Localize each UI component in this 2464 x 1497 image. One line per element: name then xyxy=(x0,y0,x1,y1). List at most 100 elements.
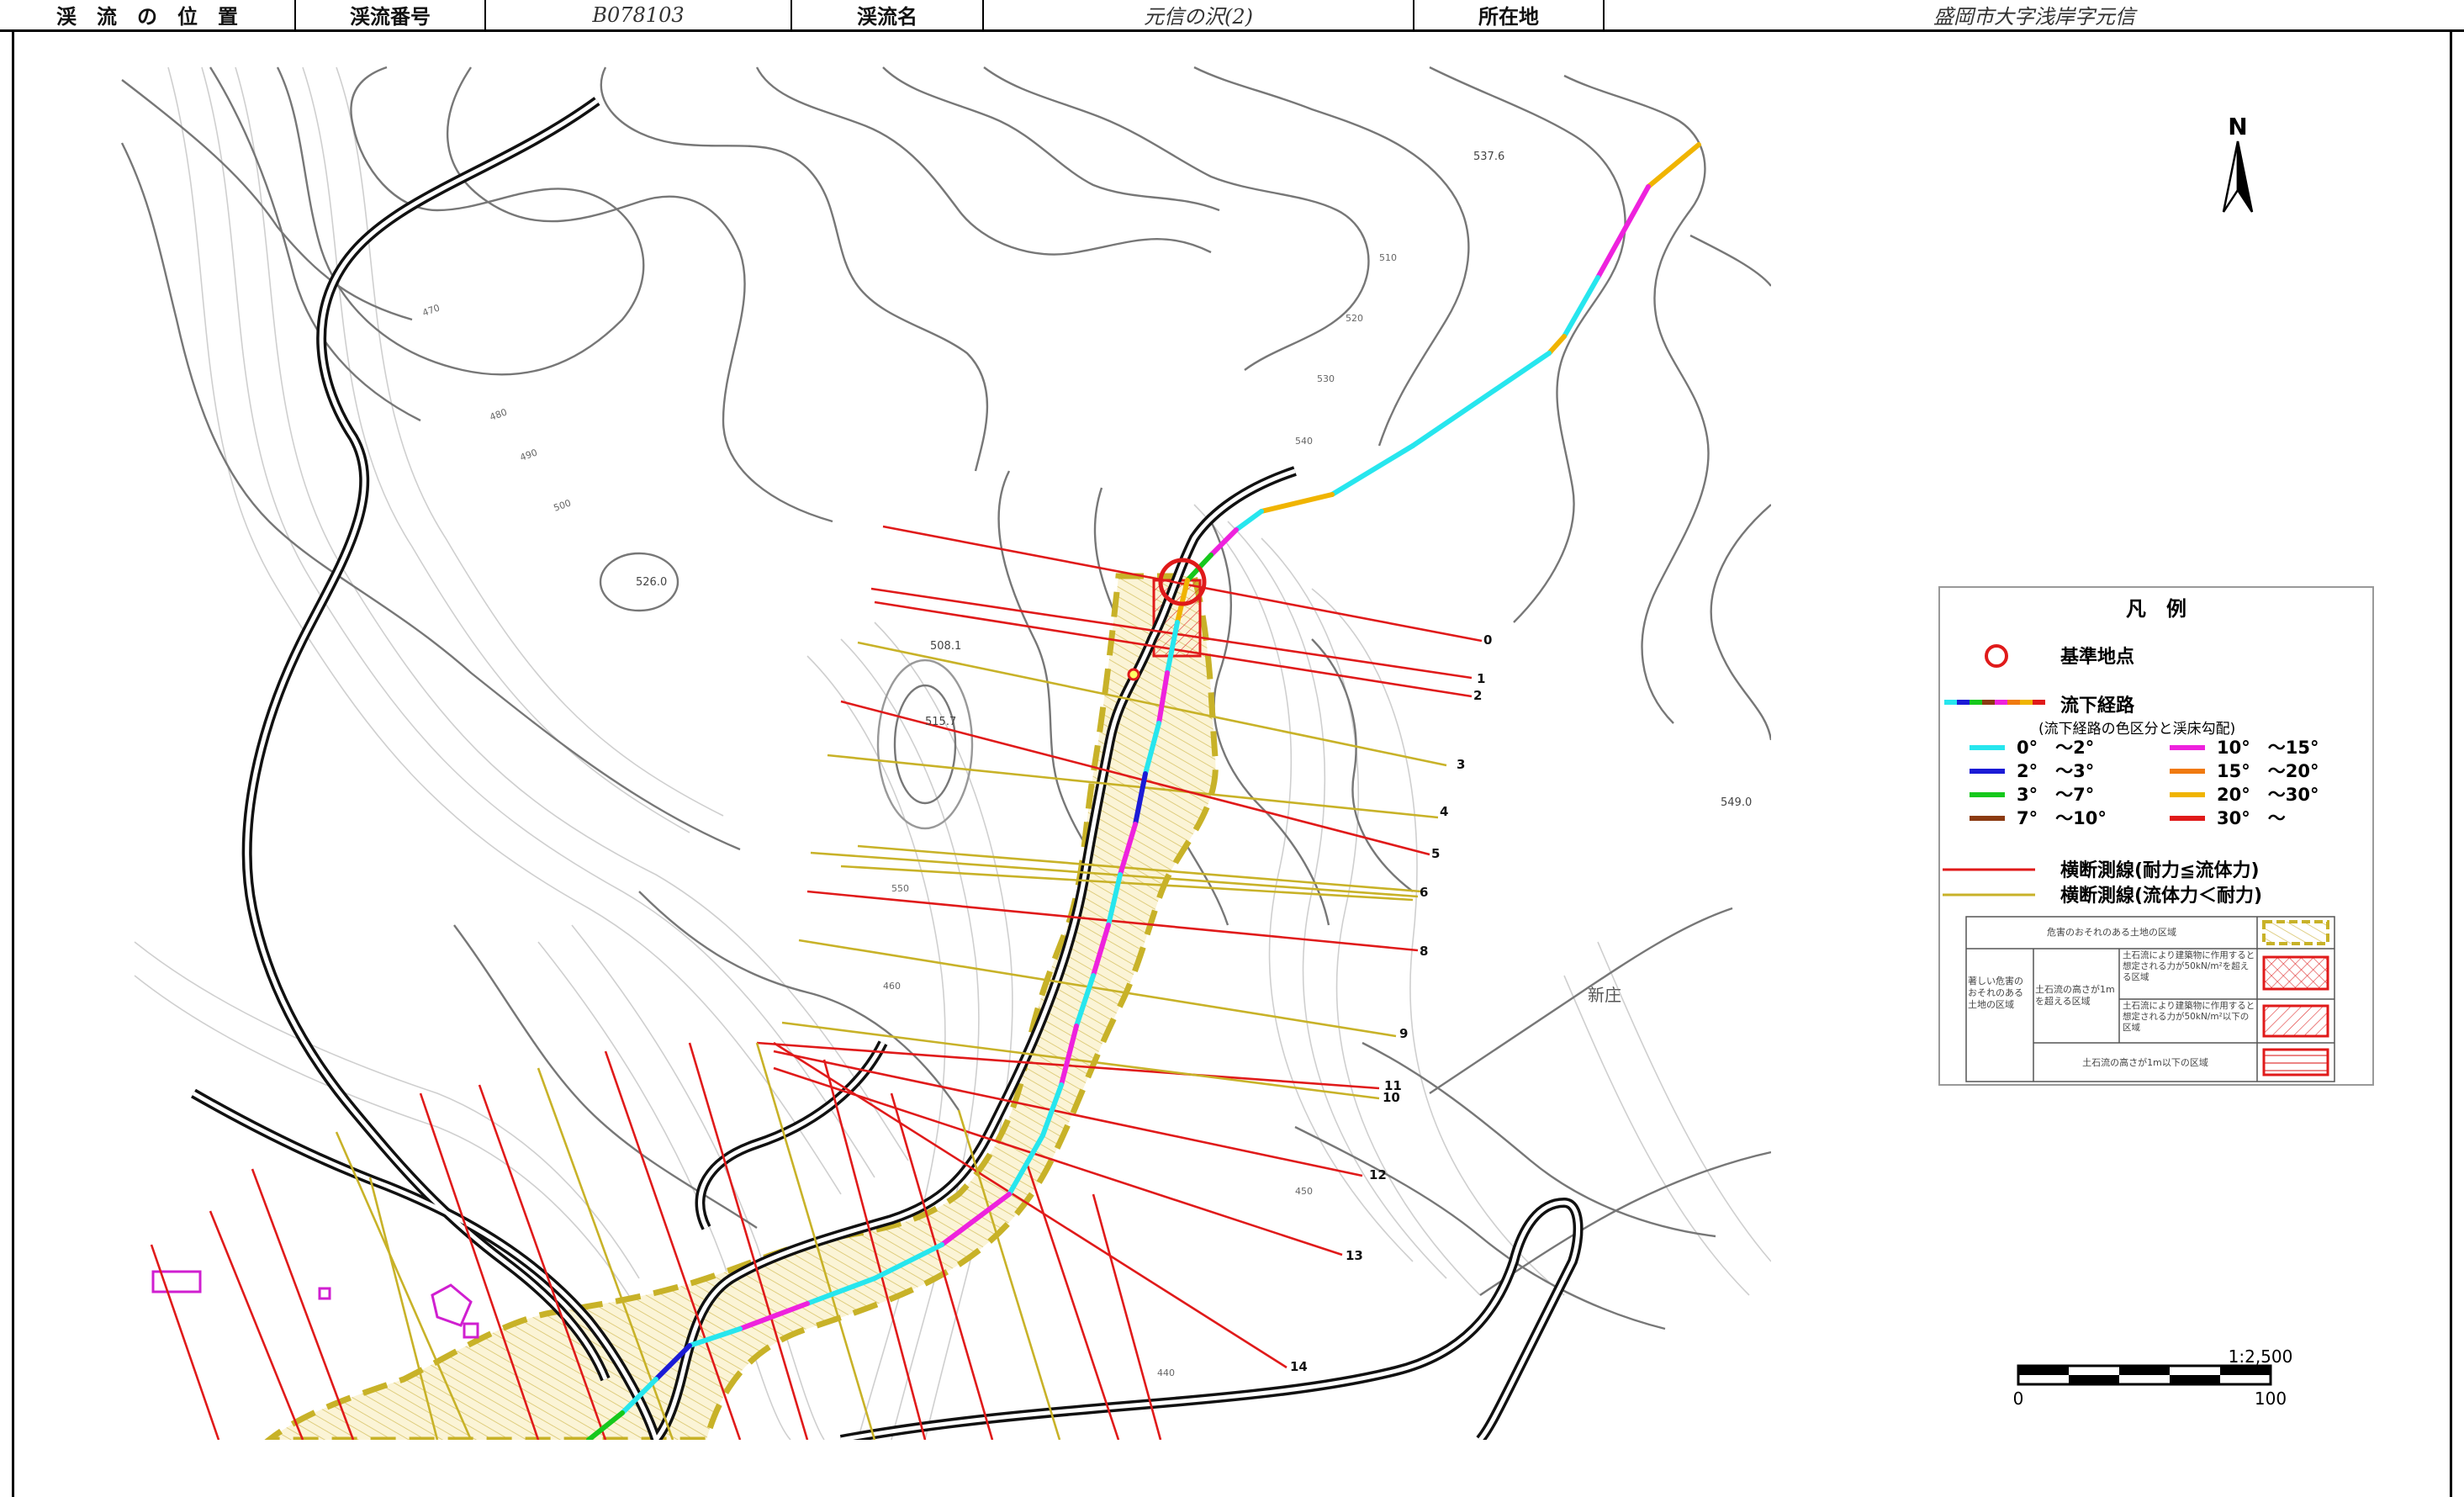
legend-slope-label: 10° ～15° xyxy=(2217,738,2319,758)
flow-route-segment xyxy=(1175,578,1190,625)
flow-route-segment xyxy=(1330,443,1415,497)
flow-route-segment xyxy=(1007,1133,1045,1197)
flow-route-segment xyxy=(1133,771,1148,827)
cross-section-line xyxy=(822,1059,927,1440)
cross-section-line xyxy=(857,844,1422,893)
flow-route-segment xyxy=(1074,973,1096,1029)
place-name-label: 新庄 xyxy=(1588,985,1621,1005)
location-label: 渓 流 の 位 置 xyxy=(0,0,296,29)
roads xyxy=(191,97,1584,1440)
svg-text:480: 480 xyxy=(489,406,509,422)
flow-route-segment xyxy=(1143,721,1161,776)
cross-section-line xyxy=(251,1168,355,1440)
section-number: 8 xyxy=(1420,944,1428,959)
flow-route-segment xyxy=(586,1410,625,1440)
flow-route-segment xyxy=(1059,1024,1079,1087)
flow-route-segment xyxy=(1091,923,1111,978)
legend-slope-label: 2° ～3° xyxy=(2017,761,2094,781)
section-number: 5 xyxy=(1431,846,1440,861)
section-number: 12 xyxy=(1369,1167,1387,1182)
cross-section-line xyxy=(857,641,1447,767)
scale-zero: 0 xyxy=(2013,1389,2024,1409)
north-label: N xyxy=(2228,113,2247,140)
cross-section-line xyxy=(773,1066,1343,1256)
zone-table xyxy=(1965,916,2335,1082)
index-contours xyxy=(120,66,1771,1330)
header-bar: 渓 流 の 位 置 渓流番号 B078103 渓流名 元信の沢(2) 所在地 盛… xyxy=(0,0,2464,32)
flow-route-segment xyxy=(1208,527,1239,558)
cross-section-line xyxy=(781,1021,1380,1100)
cross-section-line xyxy=(604,1050,742,1440)
legend-route-note: (流下経路の色区分と渓床勾配) xyxy=(2038,721,2235,738)
section-number: 10 xyxy=(1383,1090,1400,1105)
svg-text:530: 530 xyxy=(1317,373,1335,384)
cross-section-line xyxy=(773,1050,1363,1177)
sub-reference-marker xyxy=(1127,668,1140,681)
flow-route-segment xyxy=(1040,1082,1064,1138)
flow-route-segment xyxy=(738,1301,810,1331)
cross-section-line xyxy=(537,1067,674,1440)
flow-route-segment xyxy=(1410,351,1552,448)
flow-route xyxy=(586,142,1701,1440)
flow-route-segment xyxy=(1106,872,1123,928)
legend-route-label: 流下経路 xyxy=(2060,695,2135,717)
flow-route-segment xyxy=(653,1343,692,1382)
cross-section-line xyxy=(1092,1193,1162,1440)
zone-force-over-label: 土石流により建築物に作用すると想定される力が50kN/m²を超える区域 xyxy=(2123,950,2255,982)
cross-section-line xyxy=(419,1092,540,1440)
legend-ref-symbol xyxy=(1985,644,2008,668)
section-number: 2 xyxy=(1473,688,1482,703)
cross-section-line xyxy=(688,1042,809,1440)
elev-526: 526.0 xyxy=(636,576,667,589)
svg-text:550: 550 xyxy=(891,883,909,894)
zone-height-under-label: 土石流の高さが1m以下の区域 xyxy=(2082,1057,2208,1068)
elev-508: 508.1 xyxy=(930,640,961,653)
zone-height-over-label: 土石流の高さが1mを超える区域 xyxy=(2035,984,2115,1007)
cross-section-line xyxy=(870,587,1473,680)
legend-slope-label: 3° ～7° xyxy=(2017,785,2094,805)
flow-route-segment xyxy=(1646,142,1701,189)
svg-text:520: 520 xyxy=(1346,313,1363,324)
scale-bar: 1:2,500 0 100 xyxy=(2013,1346,2293,1409)
cross-section-line xyxy=(368,1177,439,1440)
svg-text:500: 500 xyxy=(553,497,573,513)
flow-route-segment xyxy=(1547,334,1567,356)
legend-title: 凡 例 xyxy=(2126,597,2186,621)
cross-section-line xyxy=(209,1210,304,1440)
minor-contours xyxy=(134,66,1771,1440)
elev-537: 537.6 xyxy=(1473,151,1504,163)
cross-section-line xyxy=(957,1109,1061,1440)
svg-text:510: 510 xyxy=(1379,252,1397,263)
flow-route-segment xyxy=(620,1377,658,1415)
section-number: 14 xyxy=(1290,1359,1308,1374)
legend-slope-label: 0° ～2° xyxy=(2017,738,2094,758)
section-number: 4 xyxy=(1440,804,1448,819)
flow-route-segment xyxy=(939,1192,1012,1247)
section-number: 9 xyxy=(1399,1026,1408,1041)
svg-text:450: 450 xyxy=(1295,1186,1313,1197)
map-frame xyxy=(12,32,2452,1497)
svg-text:470: 470 xyxy=(421,302,442,318)
legend-slope-label: 15° ～20° xyxy=(2217,761,2319,781)
stream-name-value: 元信の沢(2) xyxy=(984,0,1414,29)
cross-section-line xyxy=(810,851,1419,898)
legend-section-yellow: 横断測線(流体力＜耐力) xyxy=(2060,885,2262,907)
legend-ref-label: 基準地点 xyxy=(2060,646,2134,668)
legend-route-symbol xyxy=(1944,700,2045,705)
flow-route-segment xyxy=(687,1326,743,1348)
svg-text:460: 460 xyxy=(883,981,901,992)
cross-section-line xyxy=(335,1131,473,1440)
flow-route-segment xyxy=(1259,492,1335,514)
flow-route-segment xyxy=(1156,670,1170,726)
cross-section-line xyxy=(840,865,1414,902)
stream-name-label: 渓流名 xyxy=(792,0,984,29)
flow-route-segment xyxy=(805,1276,877,1306)
address-label: 所在地 xyxy=(1414,0,1605,29)
elev-515: 515.7 xyxy=(925,716,956,728)
svg-text:490: 490 xyxy=(519,447,539,463)
flow-route-segment xyxy=(1165,620,1180,675)
cross-section-line xyxy=(827,754,1439,819)
flow-route-segment xyxy=(872,1242,944,1281)
